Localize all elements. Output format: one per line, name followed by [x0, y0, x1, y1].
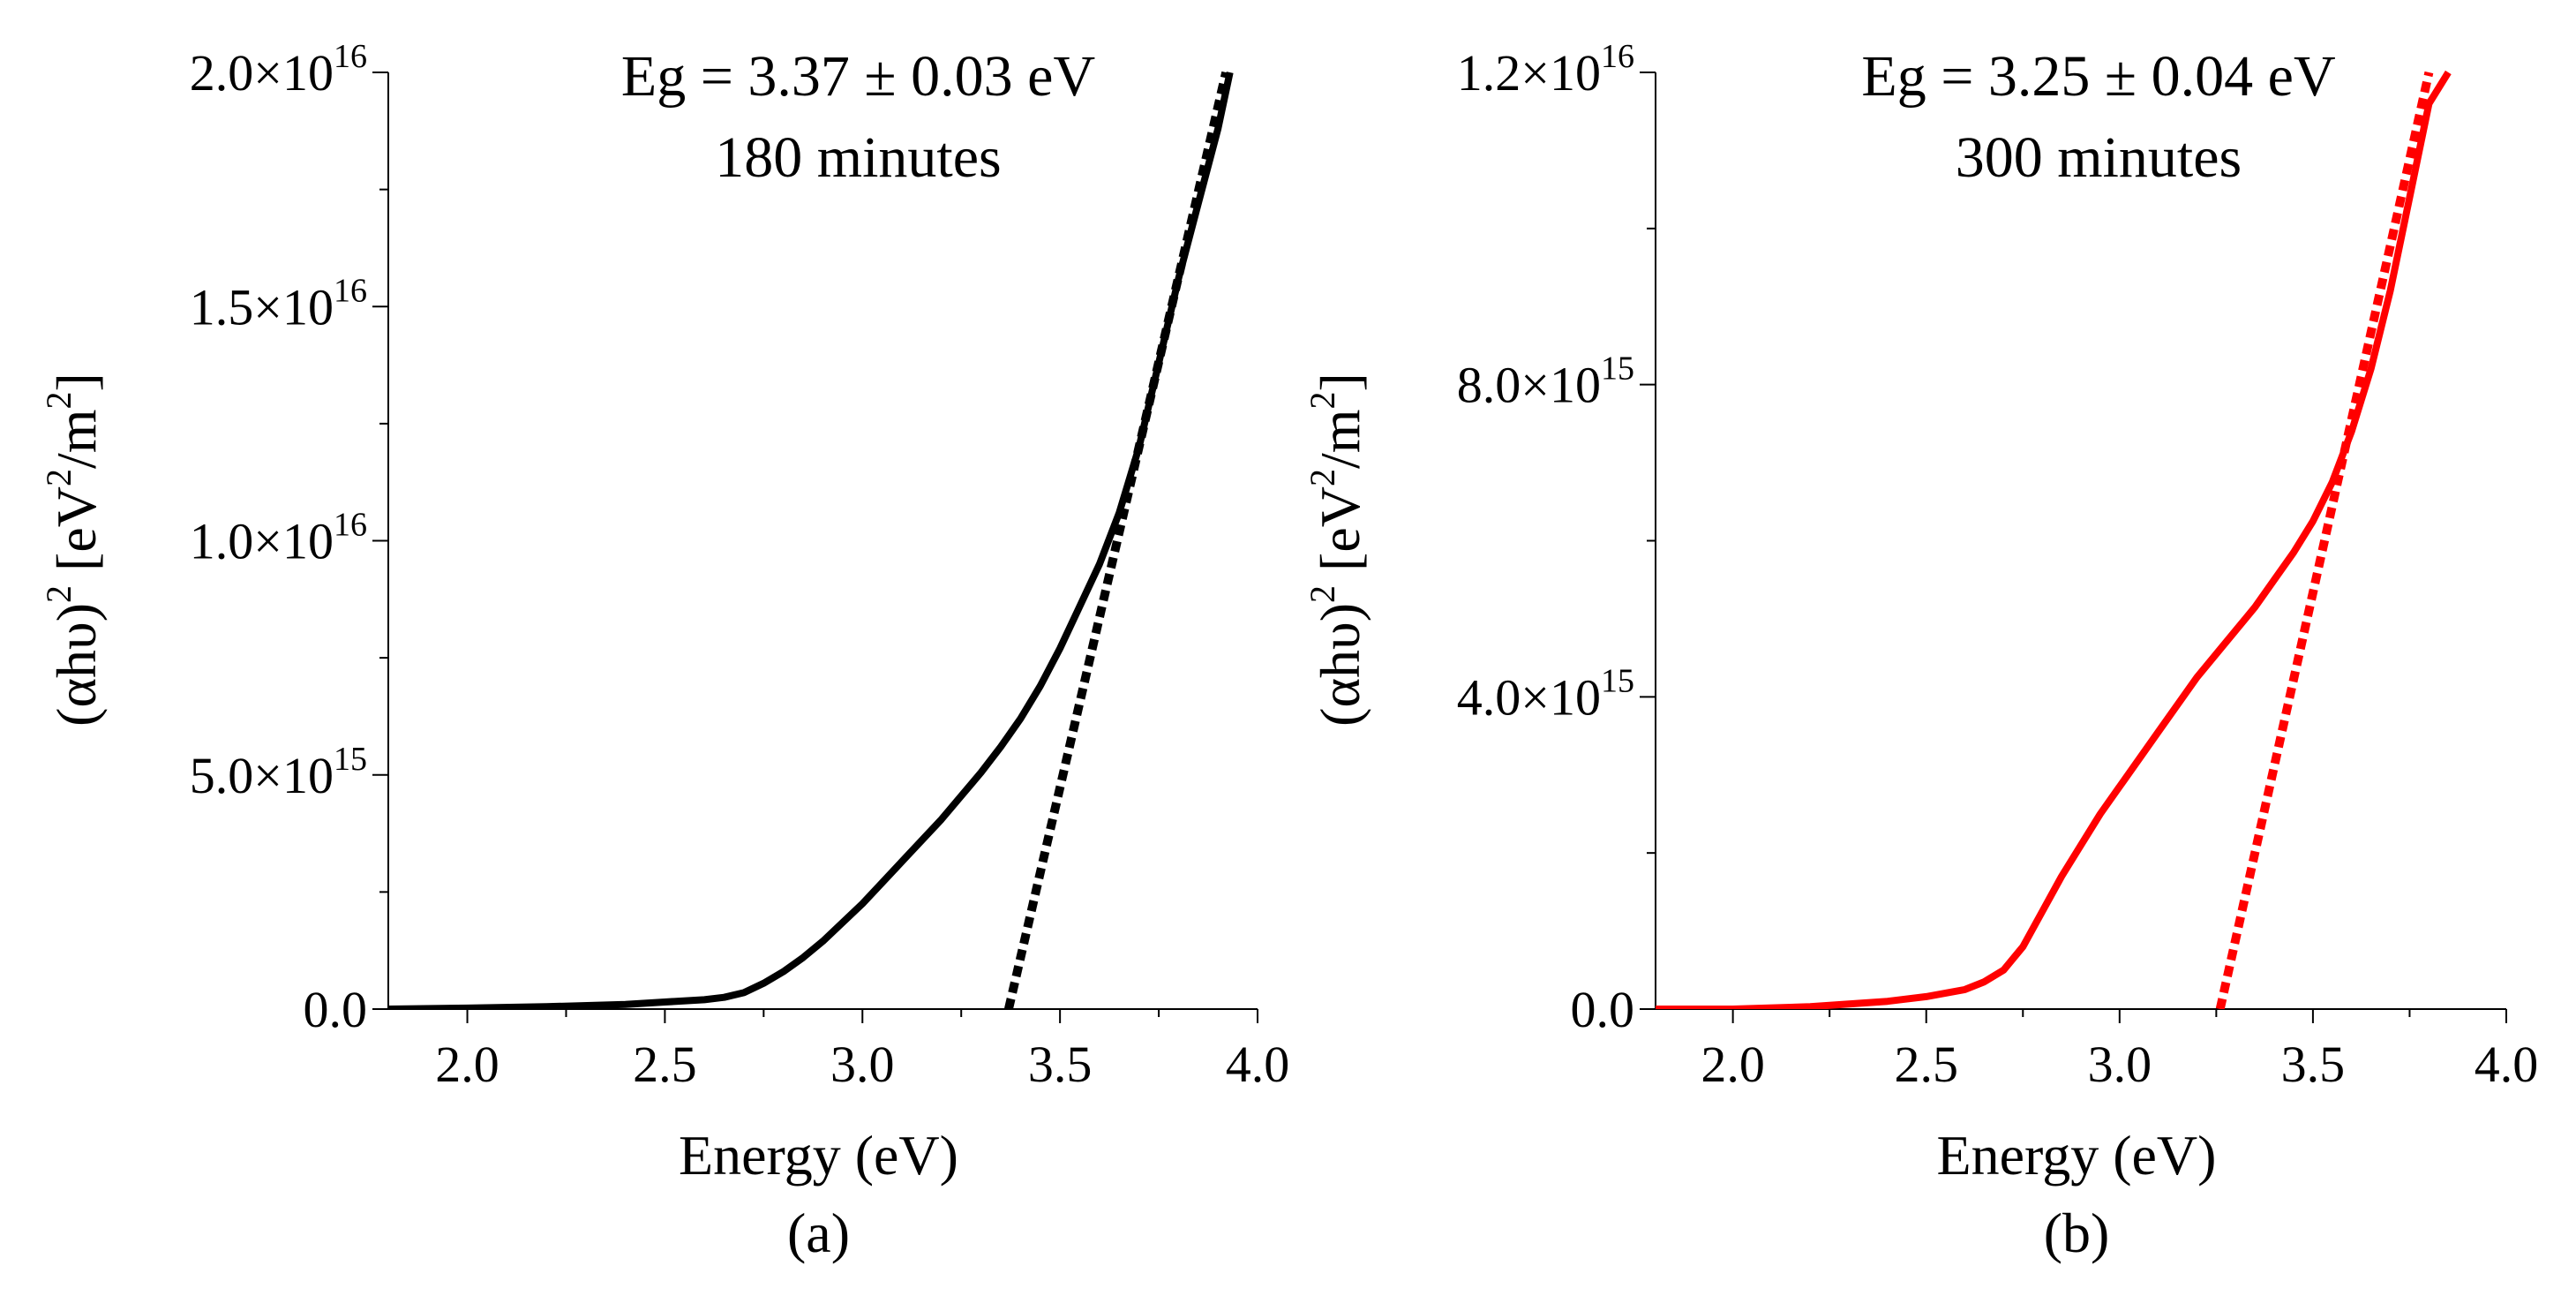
- y-tick-label: 1.0×1016: [190, 507, 367, 570]
- y-axis-label: (αhυ)2 [eV2/m2]: [39, 373, 108, 727]
- y-axis-label: (αhυ)2 [eV2/m2]: [1303, 373, 1371, 727]
- panel-label: (b): [2044, 1202, 2110, 1264]
- time-annotation: 300 minutes: [1956, 125, 2242, 190]
- x-axis-label: Energy (eV): [679, 1124, 958, 1187]
- y-tick-label: 4.0×1015: [1457, 662, 1634, 726]
- x-tick-label: 2.5: [633, 1036, 697, 1093]
- x-tick-label: 2.0: [435, 1036, 499, 1093]
- x-tick-label: 2.0: [1701, 1036, 1765, 1093]
- data-line: [388, 72, 1234, 1009]
- y-tick-label: 1.2×1016: [1457, 38, 1634, 102]
- panel-b: 2.0 2.5 3.0 3.5 4.0 0.0 4.0×1015 8.0×1015 1.2×10…: [1303, 38, 2538, 1264]
- band-gap-annotation: Eg = 3.25 ± 0.04 eV: [1861, 44, 2335, 109]
- x-tick-label: 4.0: [2475, 1036, 2539, 1093]
- time-annotation: 180 minutes: [715, 125, 1002, 190]
- data-line: [1656, 70, 2452, 1009]
- y-tick-label: 5.0×1015: [190, 741, 367, 804]
- y-tick-label: 8.0×1015: [1457, 350, 1634, 414]
- panel-label: (a): [787, 1202, 850, 1264]
- band-gap-annotation: Eg = 3.37 ± 0.03 eV: [621, 44, 1095, 109]
- fit-line: [2215, 71, 2434, 1009]
- y-tick-label: 2.0×1016: [190, 38, 367, 102]
- x-tick-label: 3.0: [830, 1036, 895, 1093]
- y-tick-label: 1.5×1016: [190, 272, 367, 335]
- y-tick-label: 0.0: [1571, 981, 1635, 1038]
- x-tick-label: 3.5: [2281, 1036, 2346, 1093]
- x-tick-label: 4.0: [1226, 1036, 1290, 1093]
- y-tick-label: 0.0: [304, 981, 368, 1038]
- x-tick-label: 2.5: [1894, 1036, 1958, 1093]
- x-tick-label: 3.5: [1028, 1036, 1093, 1093]
- x-axis-label: Energy (eV): [1937, 1124, 2217, 1187]
- x-tick-label: 3.0: [2088, 1036, 2152, 1093]
- panel-a: 2.0 2.5 3.0 3.5 4.0 0.0 5.0×1015 1.0×1016 1.5×10…: [39, 38, 1289, 1264]
- fit-line: [1004, 71, 1231, 1009]
